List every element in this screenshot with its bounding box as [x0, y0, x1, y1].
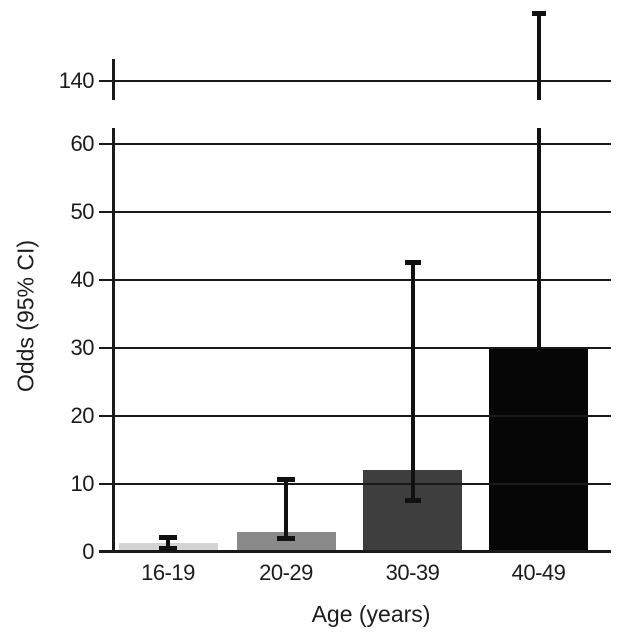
- gridline-30: [99, 346, 611, 349]
- y-axis-title-text: Odds (95% CI): [12, 239, 39, 393]
- x-tick-label-40-49: 40-49: [511, 560, 566, 585]
- bar-20-29: [236, 531, 336, 552]
- y-tick-label-60: 60: [70, 131, 95, 157]
- x-tick-label-20-29: 20-29: [259, 560, 313, 585]
- error-bar-bottom-cap-20-29: [277, 536, 295, 542]
- error-bar-16-19: [166, 537, 170, 549]
- gridline-60: [99, 143, 611, 146]
- y-tick-label-20: 20: [70, 402, 95, 428]
- x-tick-label-30-39: 30-39: [385, 560, 440, 585]
- error-bar-upper-segment-40-49: [536, 13, 541, 100]
- gridline-40: [99, 278, 611, 281]
- error-bar-top-cap-40-49: [531, 10, 546, 16]
- bar-40-49: [489, 347, 588, 552]
- error-bar-top-cap-30-39: [404, 260, 421, 266]
- y-tick-label-140: 140: [58, 68, 95, 93]
- error-bar-main-segment-40-49: [536, 128, 541, 352]
- y-tick-label-50: 50: [70, 199, 95, 224]
- error-bar-20-29: [284, 479, 288, 539]
- error-bar-bottom-cap-30-39: [404, 498, 421, 504]
- gridline-20: [99, 414, 611, 417]
- y-tick-label-10: 10: [70, 470, 95, 496]
- x-axis-baseline: [99, 550, 611, 553]
- broken-y-axis-segment: [111, 59, 115, 100]
- y-tick-label-30: 30: [70, 334, 95, 360]
- y-tick-label-40: 40: [70, 266, 95, 292]
- gridline-50: [99, 211, 611, 213]
- y-tick-label-0: 0: [82, 538, 94, 564]
- error-bar-top-cap-16-19: [159, 535, 177, 541]
- y-axis: [111, 128, 115, 553]
- error-bar-bottom-cap-16-19: [159, 545, 177, 551]
- x-tick-label-16-19: 16-19: [141, 560, 195, 585]
- gridline-10: [99, 482, 611, 485]
- error-bar-top-cap-20-29: [277, 477, 295, 483]
- x-axis-title: Age (years): [311, 601, 431, 627]
- break-gridline-140: [99, 80, 611, 82]
- error-bar-30-39: [410, 262, 415, 501]
